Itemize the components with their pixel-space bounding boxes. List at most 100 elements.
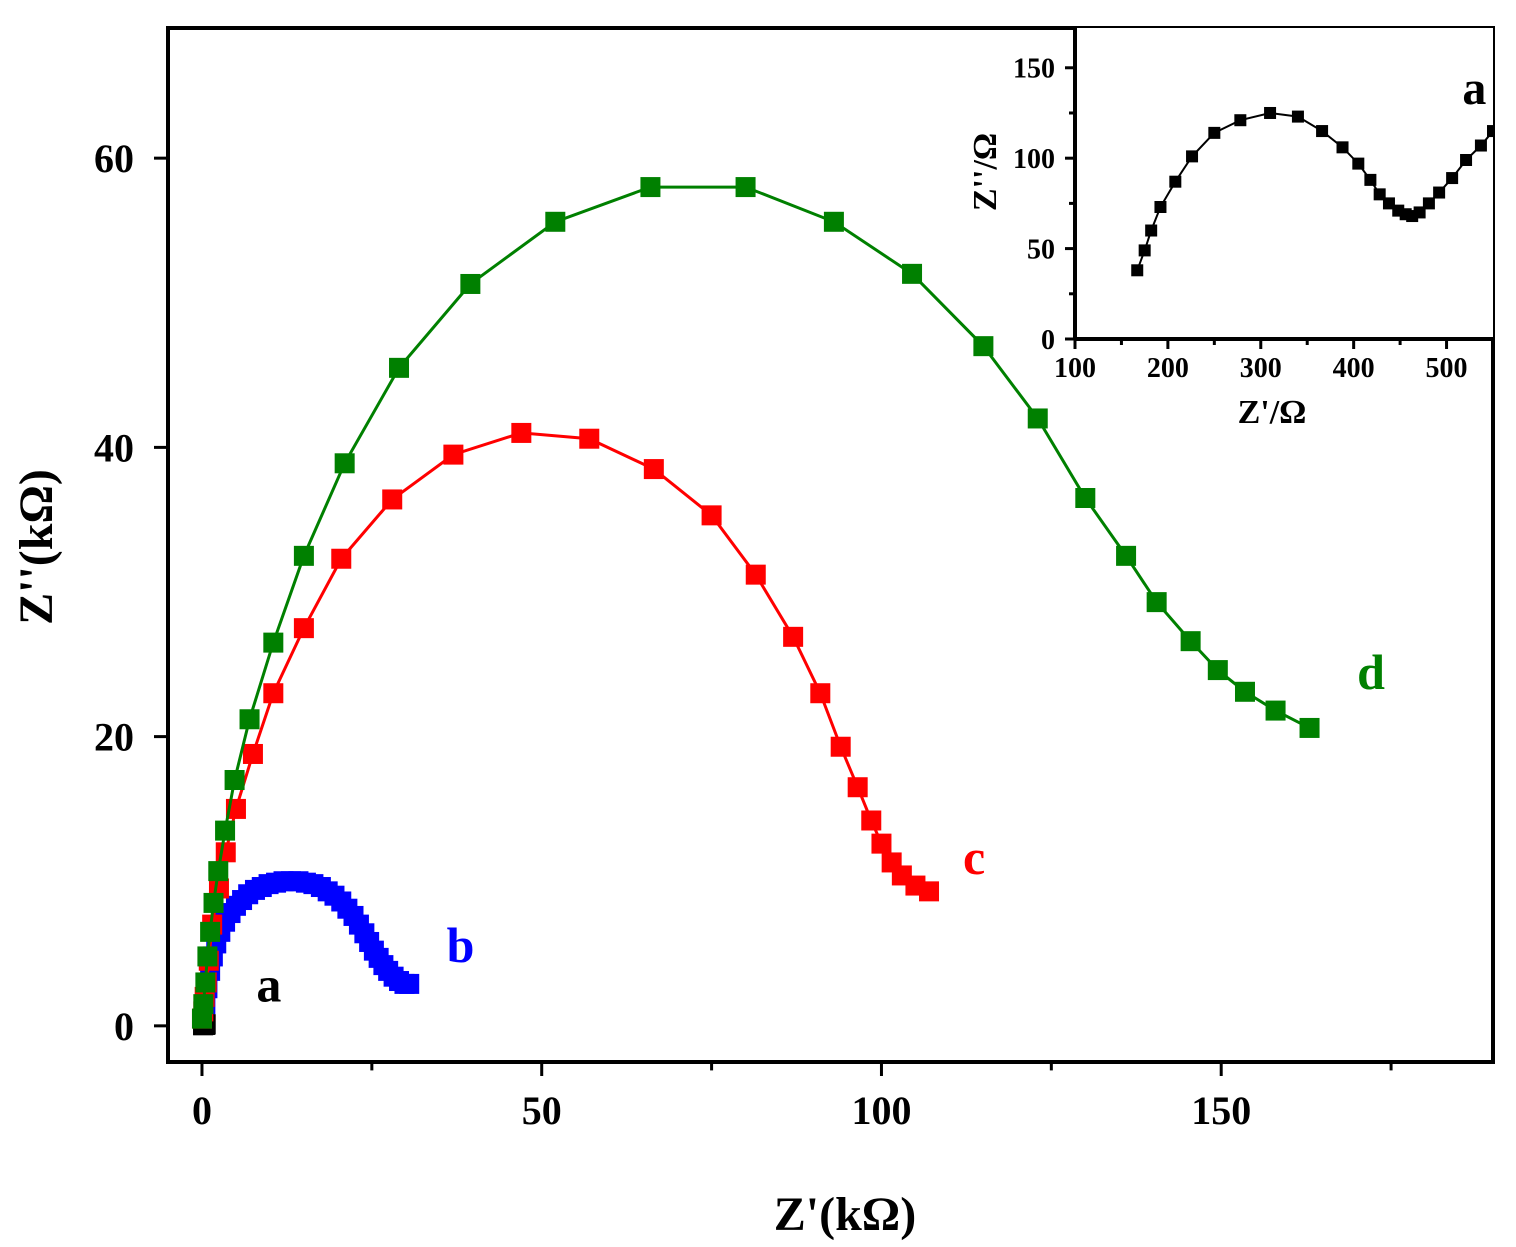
inset-series-a-point: [1422, 197, 1435, 210]
inset-y-tick-label: 50: [1027, 234, 1055, 265]
main-series-d-point: [200, 921, 221, 942]
main-series-d-point: [197, 946, 218, 967]
main-series-d-point: [208, 861, 229, 882]
main-series-d-point: [239, 709, 260, 730]
inset-series-a-point: [1208, 126, 1221, 139]
main-series-d-point: [1265, 700, 1286, 721]
main-series-d-point: [334, 453, 355, 474]
main-series-d-point: [389, 357, 410, 378]
main-series-d-point: [735, 177, 756, 198]
inset-background: [1075, 28, 1493, 339]
main-series-d-point: [215, 820, 236, 841]
main-series-d-point: [263, 632, 284, 653]
main-x-tick-label: 50: [522, 1088, 562, 1133]
main-series-d-point: [203, 892, 224, 913]
inset-series-label-a: a: [1462, 62, 1486, 115]
main-series-d-point: [1027, 408, 1048, 429]
main-ticks: 0 50 100 150 0 20 40 60: [94, 136, 1393, 1133]
main-series-c-point: [643, 459, 664, 480]
main-series-label-d: d: [1357, 644, 1385, 700]
main-series-c-point: [919, 881, 940, 902]
inset-series-a-point: [1131, 264, 1144, 277]
main-x-axis-title: Z'(kΩ): [774, 1188, 916, 1241]
inset-series-a-point: [1138, 244, 1151, 257]
main-y-tick-label: 0: [114, 1004, 134, 1049]
main-series-d-point: [902, 263, 923, 284]
main-series-b-point: [399, 973, 420, 994]
inset-series-a-point: [1336, 141, 1349, 154]
inset-x-axis-title: Z'/Ω: [1238, 394, 1307, 431]
main-series: [191, 177, 1320, 1036]
inset-x-tick-label: 300: [1240, 353, 1282, 384]
inset-series-a-point: [1460, 153, 1473, 166]
inset-ticks: 100 200 300 400 500 0 50 100 150: [1013, 54, 1495, 384]
inset-series-a-point: [1186, 150, 1199, 163]
inset-series: [1131, 106, 1493, 277]
main-series-c-point: [861, 810, 882, 831]
main-x-tick-label: 0: [192, 1088, 212, 1133]
inset-series-a-point: [1433, 186, 1446, 199]
main-x-tick-label: 150: [1191, 1088, 1251, 1133]
inset-series-a-point: [1234, 114, 1247, 127]
main-series-c-point: [511, 422, 532, 443]
inset-series-a-point: [1474, 139, 1487, 152]
inset-x-tick-label: 400: [1333, 353, 1375, 384]
main-series-d-point: [1207, 660, 1228, 681]
main-series-c-point: [443, 444, 464, 465]
inset-series-a-point: [1291, 110, 1304, 123]
inset-series-a-point: [1145, 224, 1158, 237]
inset-series-a-point: [1373, 188, 1386, 201]
main-series-c-point: [745, 564, 766, 585]
inset-series-a-point: [1413, 206, 1426, 219]
main-series-label-c: c: [963, 829, 985, 885]
main-y-tick-label: 60: [94, 136, 134, 181]
main-y-tick-label: 20: [94, 715, 134, 760]
main-series-d-point: [460, 273, 481, 294]
main-series-c-point: [810, 683, 831, 704]
main-series-b: [195, 871, 420, 1015]
main-series-c-point: [242, 743, 263, 764]
main-series-d-point: [973, 336, 994, 357]
main-series-d-point: [823, 211, 844, 232]
inset-series-a-point: [1154, 201, 1167, 214]
inset-x-tick-label: 100: [1054, 353, 1096, 384]
main-series-labels: a b c d: [256, 644, 1385, 1012]
inset-series-a-point: [1316, 125, 1329, 138]
main-series-d-point: [293, 545, 314, 566]
inset-series-a-point: [1446, 172, 1459, 185]
main-series-c-point: [871, 833, 892, 854]
main-series-c-point: [830, 736, 851, 757]
main-series-c-point: [293, 618, 314, 639]
inset-y-tick-label: 0: [1041, 325, 1055, 356]
inset-x-tick-label: 200: [1147, 353, 1189, 384]
main-series-d-point: [640, 177, 661, 198]
inset-series-a: [1131, 106, 1493, 277]
inset-y-tick-label: 100: [1013, 144, 1055, 175]
inset-series-a-point: [1364, 173, 1377, 186]
main-plot-frame: [166, 26, 1495, 1064]
main-series-c-point: [701, 505, 722, 526]
inset-plot: 100 200 300 400 500 0 50 100 150 a Z'/Ω Z''/Ω: [967, 28, 1495, 431]
main-series-d-point: [1299, 717, 1320, 738]
inset-series-labels: a: [1462, 62, 1486, 115]
main-series-c-point: [847, 777, 868, 798]
inset-series-a-point: [1352, 157, 1365, 170]
main-series-d-point: [195, 972, 216, 993]
main-series-c-point: [331, 548, 352, 569]
main-series-d-point: [545, 211, 566, 232]
inset-x-tick-label: 500: [1426, 353, 1468, 384]
main-series-label-a: a: [256, 956, 281, 1012]
inset-y-axis-title: Z''/Ω: [967, 133, 1004, 211]
main-series-d-point: [1146, 592, 1167, 613]
main-series-d-point: [1180, 631, 1201, 652]
main-plot: 0 50 100 150 0 20 40 60 a b c d Z'(kΩ) Z''(kΩ): [10, 26, 1495, 1241]
main-x-tick-label: 100: [851, 1088, 911, 1133]
main-series-label-b: b: [447, 917, 475, 973]
main-series-d: [191, 177, 1320, 1029]
main-series-c-point: [263, 683, 284, 704]
inset-series-a-point: [1169, 175, 1182, 188]
inset-series-a-point: [1487, 125, 1493, 138]
main-series-d-point: [193, 994, 214, 1015]
inset-y-tick-label: 150: [1013, 54, 1055, 85]
inset-series-a-point: [1382, 197, 1395, 210]
